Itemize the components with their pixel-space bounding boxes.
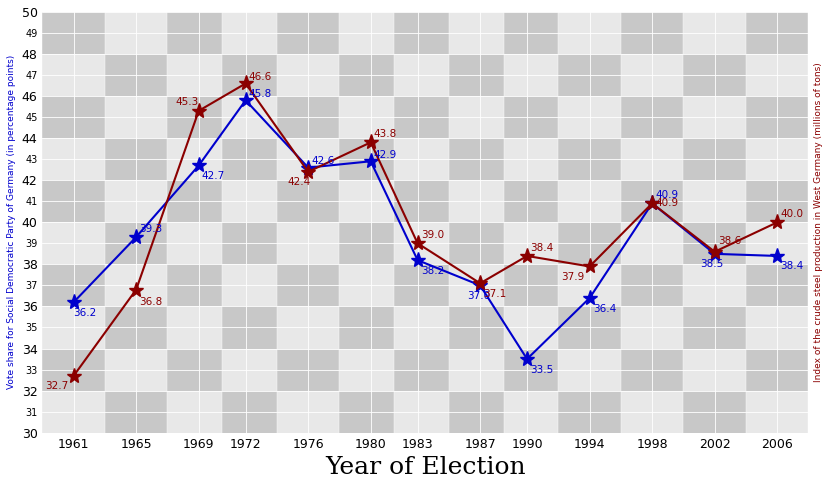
Text: 40.0: 40.0 — [780, 209, 803, 219]
X-axis label: Year of Election: Year of Election — [325, 456, 525, 479]
Text: 38.4: 38.4 — [530, 243, 554, 253]
Text: 40.9: 40.9 — [655, 198, 678, 208]
Text: 42.9: 42.9 — [374, 150, 397, 160]
Text: 39.3: 39.3 — [139, 224, 163, 234]
Text: 37.0: 37.0 — [467, 291, 491, 301]
Text: 36.4: 36.4 — [593, 304, 616, 313]
Text: 38.5: 38.5 — [701, 260, 724, 269]
Text: 42.4: 42.4 — [288, 177, 311, 187]
Text: 45.3: 45.3 — [175, 97, 198, 107]
Text: 42.6: 42.6 — [311, 156, 334, 166]
Text: 36.8: 36.8 — [139, 297, 163, 307]
Text: 40.9: 40.9 — [655, 190, 678, 200]
Text: 39.0: 39.0 — [421, 230, 444, 240]
Text: 32.7: 32.7 — [46, 382, 69, 391]
Text: 45.8: 45.8 — [249, 89, 272, 99]
Text: 38.2: 38.2 — [421, 266, 444, 276]
Text: 42.7: 42.7 — [202, 171, 225, 181]
Text: 43.8: 43.8 — [374, 129, 397, 139]
Text: 46.6: 46.6 — [249, 72, 272, 82]
Text: 36.2: 36.2 — [74, 308, 97, 318]
Text: 33.5: 33.5 — [530, 364, 554, 375]
Y-axis label: Index of the crude steel production in West Germany (millions of tons): Index of the crude steel production in W… — [814, 62, 823, 382]
Text: 38.6: 38.6 — [718, 236, 741, 246]
Text: 37.9: 37.9 — [561, 272, 584, 282]
Y-axis label: Vote share for Social Democratic Party of Germany (in percentage points): Vote share for Social Democratic Party o… — [7, 55, 16, 389]
Text: 37.1: 37.1 — [483, 289, 506, 299]
Text: 38.4: 38.4 — [780, 261, 803, 272]
